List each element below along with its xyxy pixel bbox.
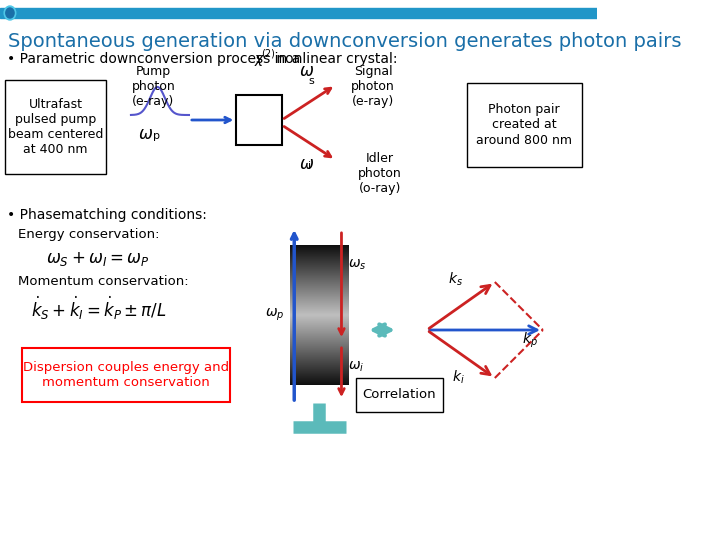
Text: ω: ω: [139, 125, 153, 143]
Text: nonlinear crystal:: nonlinear crystal:: [272, 52, 397, 66]
Text: i: i: [308, 161, 312, 171]
Bar: [236, 95, 282, 145]
Text: ω: ω: [300, 155, 314, 173]
Text: Dispersion couples energy and
momentum conservation: Dispersion couples energy and momentum c…: [23, 361, 229, 389]
Text: $\omega_i$: $\omega_i$: [348, 360, 364, 374]
Text: Signal
photon
(e-ray): Signal photon (e-ray): [351, 65, 395, 108]
Text: $k_s$: $k_s$: [448, 271, 462, 288]
Text: • Parametric downconversion process in a: • Parametric downconversion process in a: [6, 52, 305, 66]
Circle shape: [4, 6, 16, 20]
FancyBboxPatch shape: [5, 80, 106, 174]
FancyBboxPatch shape: [356, 378, 443, 412]
Text: Idler
photon
(o-ray): Idler photon (o-ray): [358, 152, 402, 195]
Text: $\dot{k}_S + \dot{k}_I = \dot{k}_P \pm \pi / L$: $\dot{k}_S + \dot{k}_I = \dot{k}_P \pm \…: [32, 295, 167, 322]
Text: p: p: [153, 131, 161, 141]
FancyBboxPatch shape: [467, 83, 582, 167]
Text: (2): (2): [261, 48, 275, 58]
Text: Spontaneous generation via downconversion generates photon pairs: Spontaneous generation via downconversio…: [9, 32, 682, 51]
Bar: [0, 8, 597, 18]
Text: s: s: [308, 76, 314, 86]
Text: χ: χ: [254, 52, 263, 66]
Text: $k_p$: $k_p$: [522, 331, 538, 350]
Text: Ultrafast
pulsed pump
beam centered
at 400 nm: Ultrafast pulsed pump beam centered at 4…: [8, 98, 103, 156]
Text: Energy conservation:: Energy conservation:: [18, 228, 160, 241]
Text: Pump
photon
(e-ray): Pump photon (e-ray): [132, 65, 175, 108]
Circle shape: [6, 8, 14, 18]
Text: $k_i$: $k_i$: [451, 369, 464, 387]
FancyBboxPatch shape: [22, 348, 230, 402]
Text: $\omega_p$: $\omega_p$: [266, 307, 285, 323]
Text: Momentum conservation:: Momentum conservation:: [18, 275, 189, 288]
Text: ω: ω: [300, 62, 314, 80]
Text: • Phasematching conditions:: • Phasematching conditions:: [6, 208, 207, 222]
Text: $\omega_s$: $\omega_s$: [348, 258, 366, 272]
Text: Correlation: Correlation: [363, 388, 436, 402]
Text: $\omega_S + \omega_I = \omega_P$: $\omega_S + \omega_I = \omega_P$: [45, 250, 149, 268]
Text: Photon pair
created at
around 800 nm: Photon pair created at around 800 nm: [476, 104, 572, 146]
